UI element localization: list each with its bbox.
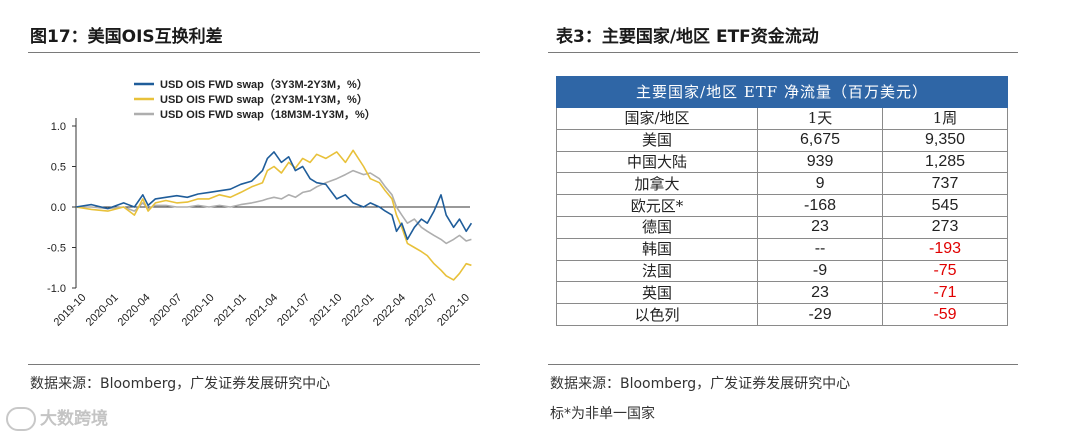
x-tick-label: 2022-10 xyxy=(435,292,472,329)
cell-day: 6,675 xyxy=(757,128,883,152)
cell-week: 273 xyxy=(882,215,1008,239)
x-tick-label: 2021-04 xyxy=(243,292,280,329)
table-row: 法国 -9 -75 xyxy=(555,259,1008,283)
cell-day: -- xyxy=(757,237,883,261)
cell-day: 23 xyxy=(757,215,883,239)
cell-day: -29 xyxy=(757,303,883,326)
chart-source: 数据来源：Bloomberg，广发证券发展研究中心 xyxy=(30,376,331,392)
cell-region: 德国 xyxy=(555,215,759,239)
brand-logo-icon xyxy=(6,407,36,431)
series-line xyxy=(75,151,473,241)
legend-label: USD OIS FWD swap（3Y3M-2Y3M，%） xyxy=(160,78,368,91)
table-row: 欧元区* -168 545 xyxy=(555,194,1008,217)
cell-region: 以色列 xyxy=(555,303,759,326)
x-tick-label: 2022-07 xyxy=(403,292,440,329)
x-tick-label: 2019-10 xyxy=(52,292,89,329)
x-tick-label: 2022-01 xyxy=(340,292,377,329)
x-tick-label: 2021-10 xyxy=(307,292,344,329)
header-day: 1天 xyxy=(757,107,883,130)
cell-region: 美国 xyxy=(555,128,759,152)
table-row: 加拿大 9 737 xyxy=(555,172,1008,196)
cell-week: -75 xyxy=(882,259,1008,283)
table-row: 以色列 -29 -59 xyxy=(555,303,1008,326)
cell-region: 韩国 xyxy=(555,237,759,261)
cell-day: 23 xyxy=(757,281,883,305)
cell-day: -9 xyxy=(757,259,883,283)
series-line xyxy=(76,169,472,245)
cell-region: 加拿大 xyxy=(555,172,759,196)
chart-title-rule xyxy=(28,52,480,53)
cell-week: 737 xyxy=(882,172,1008,196)
series-line xyxy=(75,149,472,281)
cell-region: 欧元区* xyxy=(555,194,759,217)
etf-flow-table: 主要国家/地区 ETF 净流量（百万美元） 国家/地区 1天 1周 美国 6,67… xyxy=(555,76,1008,326)
y-tick-label: 1.0 xyxy=(51,121,66,133)
ois-spread-chart: USD OIS FWD swap（3Y3M-2Y3M，%） USD OIS FWD… xyxy=(47,78,473,329)
header-region: 国家/地区 xyxy=(555,107,759,130)
watermark-text: 大数跨境 xyxy=(40,409,108,429)
header-week: 1周 xyxy=(882,107,1008,130)
table-title-rule xyxy=(548,52,1018,53)
x-tick-label: 2021-01 xyxy=(212,292,249,329)
cell-day: 939 xyxy=(757,150,883,174)
y-tick-label: 0.0 xyxy=(51,202,66,214)
legend-label: USD OIS FWD swap（2Y3M-1Y3M，%） xyxy=(160,93,368,106)
table-row: 美国 6,675 9,350 xyxy=(555,128,1008,152)
cell-day: 9 xyxy=(757,172,883,196)
watermark: 大数跨境 xyxy=(6,404,108,431)
x-tick-label: 2022-04 xyxy=(371,292,408,329)
cell-region: 中国大陆 xyxy=(555,150,759,174)
cell-region: 法国 xyxy=(555,259,759,283)
x-tick-label: 2020-07 xyxy=(147,292,184,329)
y-tick-label: -1.0 xyxy=(47,283,66,295)
table-row: 韩国 -- -193 xyxy=(555,237,1008,261)
x-tick-label: 2021-07 xyxy=(275,292,312,329)
x-tick-label: 2020-01 xyxy=(84,292,121,329)
cell-week: 545 xyxy=(882,194,1008,217)
table-note: 标*为非单一国家 xyxy=(550,406,655,422)
cell-day: -168 xyxy=(757,194,883,217)
cell-region: 英国 xyxy=(555,281,759,305)
x-tick-label: 2020-04 xyxy=(116,292,153,329)
table-row: 中国大陆 939 1,285 xyxy=(555,150,1008,174)
etf-table-body: 美国 6,675 9,350 中国大陆 939 1,285 加拿大 9 737 欧元区* -168 5… xyxy=(555,128,1008,326)
table-banner: 主要国家/地区 ETF 净流量（百万美元） xyxy=(556,76,1008,108)
table-title: 表3：主要国家/地区 ETF资金流动 xyxy=(556,27,819,47)
legend-label: USD OIS FWD swap（18M3M-1Y3M，%） xyxy=(160,108,376,121)
y-tick-label: 0.5 xyxy=(51,162,66,174)
x-tick-label: 2020-10 xyxy=(180,292,217,329)
table-source-rule xyxy=(548,364,1018,365)
chart-source-rule xyxy=(28,364,480,365)
cell-week: -59 xyxy=(882,303,1008,326)
table-row: 英国 23 -71 xyxy=(555,281,1008,305)
y-tick-label: -0.5 xyxy=(47,243,66,255)
chart-title: 图17：美国OIS互换利差 xyxy=(30,27,223,47)
cell-week: 1,285 xyxy=(882,150,1008,174)
table-row: 德国 23 273 xyxy=(555,215,1008,239)
cell-week: -71 xyxy=(882,281,1008,305)
cell-week: -193 xyxy=(882,237,1008,261)
table-source: 数据来源：Bloomberg，广发证券发展研究中心 xyxy=(550,376,851,392)
cell-week: 9,350 xyxy=(882,128,1008,152)
